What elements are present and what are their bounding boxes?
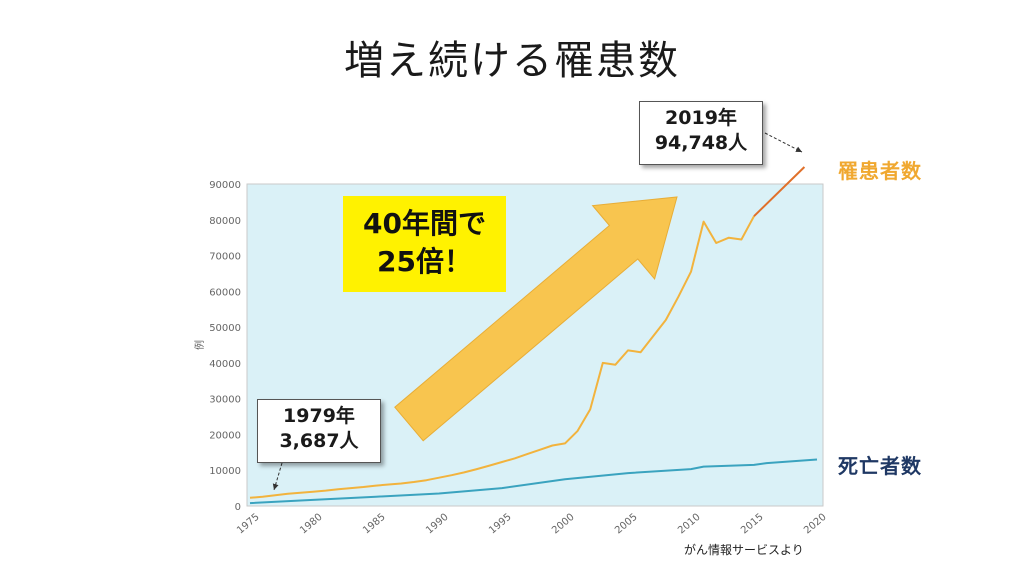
page-title: 増え続ける罹患数: [344, 38, 680, 84]
series-deaths-line: [249, 458, 818, 505]
y-tick-label: 90000: [209, 180, 241, 191]
y-axis: 0 10000 20000 30000 40000 50000 60000 70000 8000…: [209, 180, 241, 513]
series-incidence-2019-line: [753, 166, 806, 217]
y-tick-label: 70000: [209, 252, 241, 263]
x-tick-label: 2015: [739, 512, 766, 537]
y-tick-label: 60000: [209, 287, 241, 298]
series-incidence-line: [249, 215, 755, 499]
callout-2019-year: 2019年: [665, 107, 737, 129]
x-tick-label: 2020: [802, 512, 829, 537]
y-tick-label: 40000: [209, 359, 241, 370]
growth-highlight-box: 40年間で 25倍！: [343, 196, 506, 292]
x-tick-label: 1990: [424, 512, 451, 537]
x-tick-label: 2010: [676, 512, 703, 537]
series-lines: [249, 166, 818, 505]
highlight-line-2: 25倍！: [377, 245, 472, 278]
x-tick-label: 1985: [361, 512, 388, 537]
y-tick-label: 80000: [209, 216, 241, 227]
callout-2019-pointer: [764, 132, 803, 153]
x-tick-label: 1975: [235, 512, 262, 537]
callout-1979: 1979年 3,687人: [257, 399, 381, 463]
y-axis-label: 例: [193, 340, 206, 350]
callout-pointers: [272, 132, 803, 491]
y-tick-label: 50000: [209, 323, 241, 334]
y-tick-label: 10000: [209, 466, 241, 477]
callout-1979-value: 3,687人: [279, 430, 359, 452]
highlight-line-1: 40年間で: [363, 207, 486, 240]
y-tick-label: 30000: [209, 395, 241, 406]
x-axis: 1975 1980 1985 1990 1995 2000 2005 2010 2015 2020: [235, 512, 829, 537]
x-tick-label: 2005: [613, 512, 640, 537]
x-tick-label: 2000: [550, 512, 577, 537]
x-tick-label: 1995: [487, 512, 514, 537]
y-tick-label: 20000: [209, 430, 241, 441]
legend-incidence: 罹患者数: [838, 159, 922, 183]
callout-2019-value: 94,748人: [654, 132, 748, 154]
y-tick-label: 0: [235, 502, 241, 513]
legend-deaths: 死亡者数: [838, 454, 922, 478]
callout-2019: 2019年 94,748人: [639, 101, 763, 165]
x-tick-label: 1980: [298, 512, 325, 537]
callout-1979-year: 1979年: [283, 405, 355, 427]
growth-arrow: [394, 196, 678, 442]
source-note: がん情報サービスより: [684, 543, 804, 557]
